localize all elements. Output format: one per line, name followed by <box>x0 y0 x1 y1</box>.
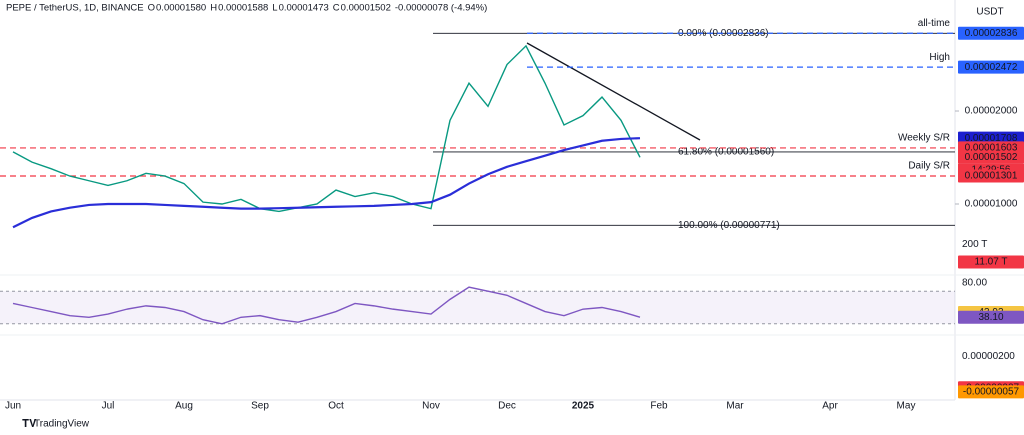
ohlc-key: C <box>333 3 340 14</box>
ohlc-key: O <box>148 3 155 14</box>
rsi-tick-label: 80.00 <box>962 278 987 289</box>
x-tick-label: Jun <box>5 401 21 412</box>
ohlc-value: 0.00001502 <box>341 3 391 14</box>
trend-line <box>526 42 701 141</box>
fib-label: 0.00% (0.00002836) <box>678 28 769 39</box>
rsi-band <box>0 291 955 324</box>
sr-label: High <box>929 52 950 63</box>
macd-tick-label: 0.00000200 <box>962 351 1015 362</box>
x-tick-label: Oct <box>328 401 344 412</box>
sr-label: Daily S/R <box>908 161 950 172</box>
price-tag-label: -0.00000057 <box>963 386 1020 397</box>
series-line <box>12 137 641 229</box>
x-tick-label: Aug <box>175 401 193 412</box>
price-tag <box>958 255 1024 269</box>
x-tick-label: Jul <box>102 401 115 412</box>
series-line <box>12 286 641 325</box>
fib-label: 100.00% (0.00000771) <box>678 220 780 231</box>
x-tick-label: Mar <box>726 401 744 412</box>
price-tag-label: 11.07 T <box>975 257 1008 268</box>
ohlc-value: 0.00001580 <box>156 3 206 14</box>
price-tag-label: 38.10 <box>978 312 1003 323</box>
price-tag-label: 0.00001301 <box>965 171 1018 182</box>
y-tick-label: 0.00002000 <box>965 106 1018 117</box>
ohlc-value: 0.00001588 <box>218 3 268 14</box>
price-tag <box>958 310 1024 324</box>
price-tag-label: 0.00002836 <box>965 28 1018 39</box>
price-tag <box>958 169 1024 183</box>
y-tick-label: 0.00001000 <box>965 199 1018 210</box>
price-tag-label: 0.00001708 <box>965 133 1018 144</box>
header: PEPE / TetherUS, 1D, BINANCE O 0.00001580 H… <box>6 3 487 14</box>
price-tag-label: 0.00001502 <box>965 152 1018 163</box>
price-tag <box>958 131 1024 145</box>
price-tag <box>958 26 1024 40</box>
volume-tick-label: 200 T <box>962 239 987 250</box>
price-tag-label: 0.00001603 <box>965 143 1018 154</box>
fib-label: 61.80% (0.00001560) <box>678 147 774 158</box>
currency: USDT <box>976 7 1003 18</box>
x-tick-label: Nov <box>422 401 440 412</box>
brand-logo: 𝐓𝐕 <box>22 418 37 430</box>
ohlc-value: 0.00001473 <box>279 3 329 14</box>
price-tag <box>958 60 1024 74</box>
brand: TradingView <box>34 419 90 430</box>
x-tick-label: May <box>897 401 916 412</box>
x-tick-label: Feb <box>650 401 668 412</box>
change: -0.00000078 (-4.94%) <box>395 3 487 14</box>
ohlc-key: H <box>210 3 217 14</box>
x-tick-label: Sep <box>251 401 269 412</box>
price-tag <box>958 150 1024 164</box>
x-tick-label: Dec <box>498 401 516 412</box>
ohlc-key: L <box>272 3 277 14</box>
price-tag-label: 0.00002472 <box>965 62 1018 73</box>
symbol: PEPE / TetherUS, 1D, BINANCE <box>6 3 144 14</box>
x-tick-label: Apr <box>822 401 838 412</box>
sr-label: all-time <box>918 18 951 29</box>
x-tick-label: 2025 <box>572 401 595 412</box>
price-tag <box>958 385 1024 399</box>
series-line <box>12 44 641 213</box>
sr-label: Weekly S/R <box>898 133 950 144</box>
